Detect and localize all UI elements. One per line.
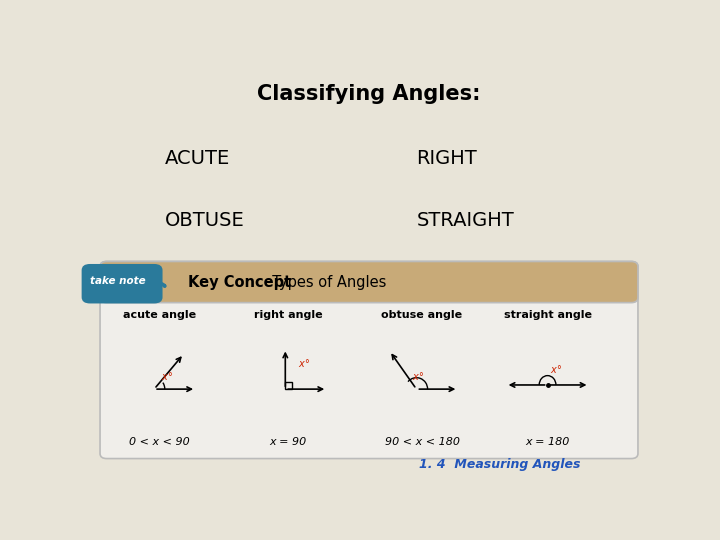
- Bar: [285, 382, 292, 389]
- Text: 90 < x < 180: 90 < x < 180: [384, 437, 459, 447]
- Text: obtuse angle: obtuse angle: [382, 310, 462, 320]
- Text: ACUTE: ACUTE: [166, 149, 230, 168]
- Text: take note: take note: [90, 275, 145, 286]
- Text: 0 < x < 90: 0 < x < 90: [130, 437, 190, 447]
- FancyArrowPatch shape: [154, 283, 165, 286]
- Text: 1. 4  Measuring Angles: 1. 4 Measuring Angles: [419, 458, 581, 471]
- Text: $x°$: $x°$: [550, 362, 562, 375]
- Text: x = 180: x = 180: [526, 437, 570, 447]
- FancyBboxPatch shape: [81, 264, 163, 303]
- Text: Key Concept: Key Concept: [188, 274, 291, 289]
- FancyBboxPatch shape: [100, 261, 638, 458]
- Text: acute angle: acute angle: [123, 310, 197, 320]
- Text: straight angle: straight angle: [503, 310, 592, 320]
- Text: STRAIGHT: STRAIGHT: [416, 211, 514, 230]
- FancyBboxPatch shape: [100, 261, 638, 302]
- Text: $x°$: $x°$: [161, 370, 173, 382]
- Text: $x°$: $x°$: [297, 357, 310, 369]
- Text: right angle: right angle: [253, 310, 323, 320]
- Text: $x°$: $x°$: [412, 370, 424, 382]
- Text: x = 90: x = 90: [269, 437, 307, 447]
- Text: RIGHT: RIGHT: [416, 149, 477, 168]
- Text: Types of Angles: Types of Angles: [263, 274, 387, 289]
- Text: Classifying Angles:: Classifying Angles:: [257, 84, 481, 104]
- Text: OBTUSE: OBTUSE: [166, 211, 245, 230]
